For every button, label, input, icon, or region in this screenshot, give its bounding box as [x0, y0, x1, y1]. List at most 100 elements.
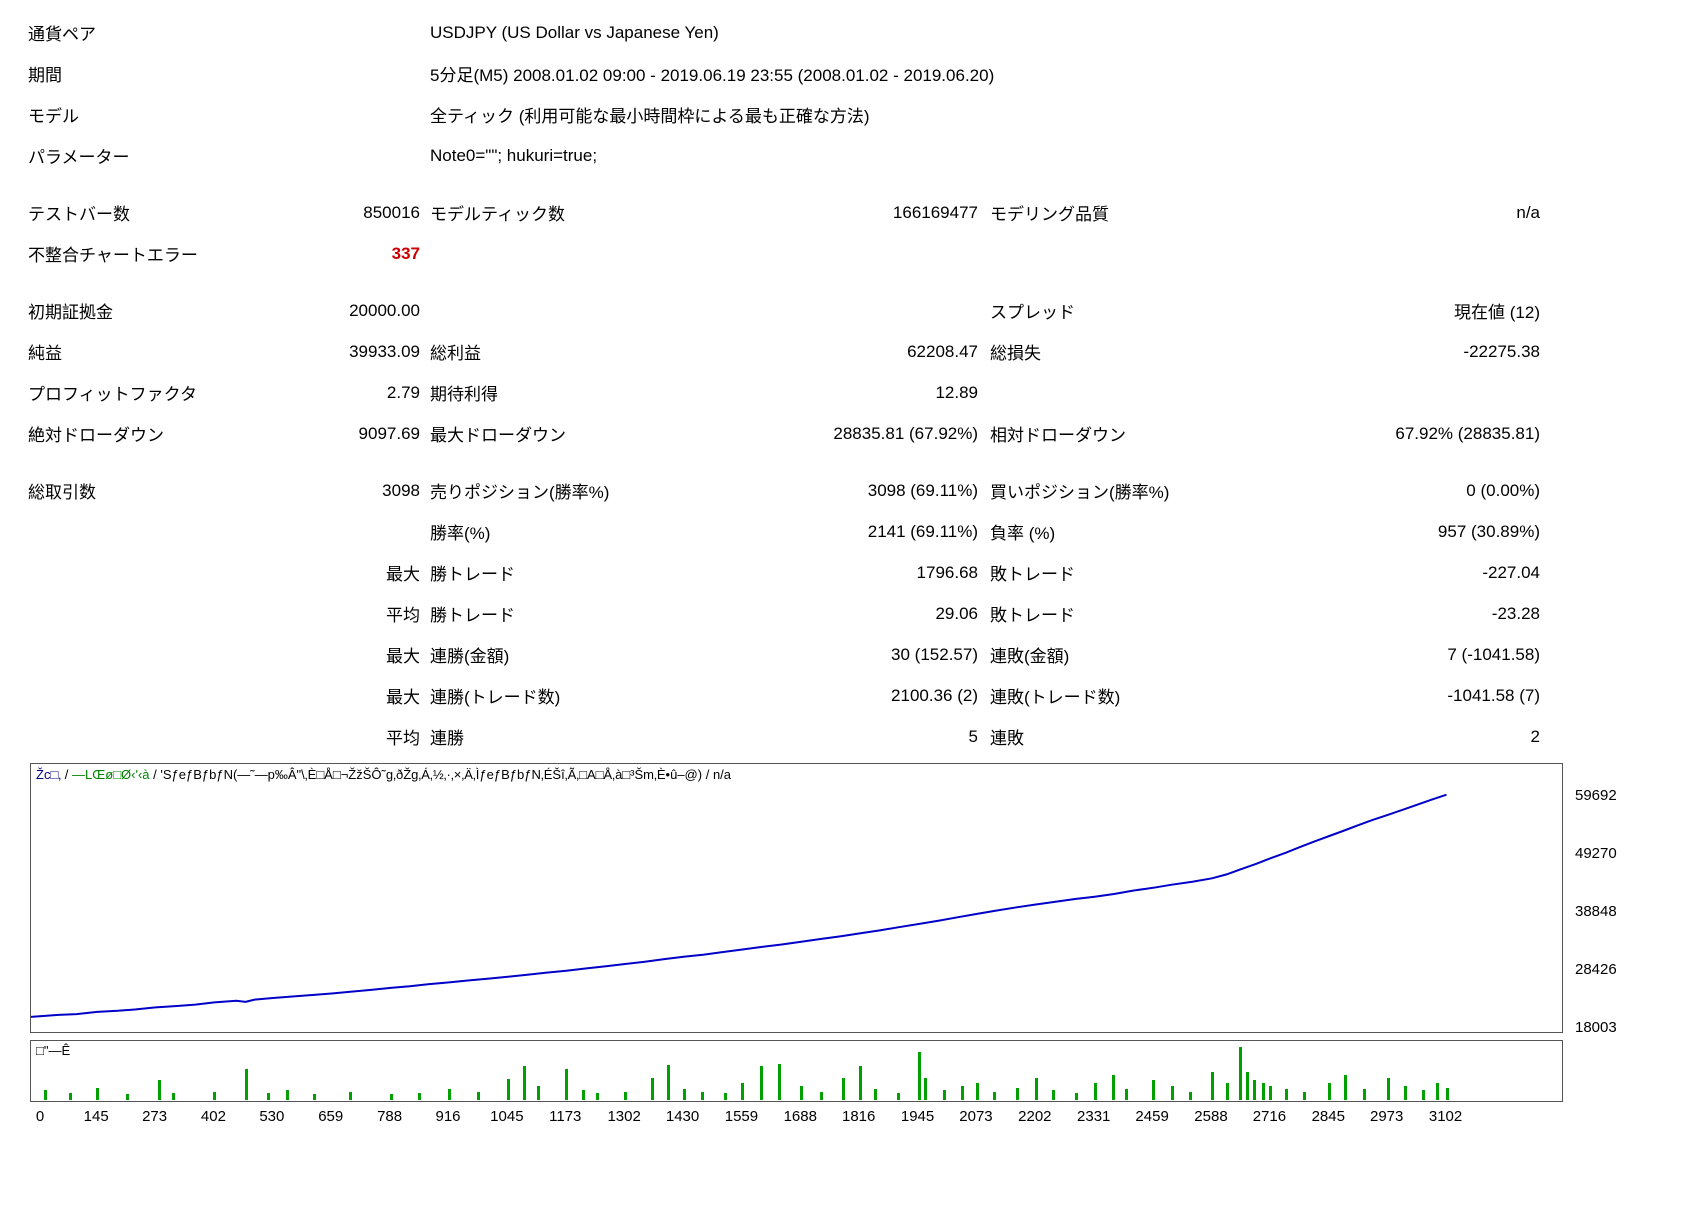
- stat-label: [28, 634, 320, 675]
- stat-value: 12.89: [935, 382, 978, 402]
- volume-bar: [1435, 1083, 1439, 1100]
- x-axis-label: 1045: [490, 1108, 524, 1125]
- chart-title-equity: —LŒø□Ø‹'‹à: [72, 767, 150, 782]
- stat-label: 連勝(金額): [430, 647, 510, 666]
- volume-bar: [1189, 1092, 1193, 1100]
- results-table: 初期証拠金 20000.00 スプレッド 現在値 (12) 純益 39933.09 総利益 6…: [28, 290, 1682, 454]
- stat-value: 全ティック (利用可能な最小時間枠による最も正確な方法): [430, 107, 870, 126]
- stat-label: [28, 552, 320, 593]
- stat-value: 850016: [363, 202, 420, 222]
- x-axis-label: 2459: [1135, 1108, 1169, 1125]
- stat-value: [1290, 372, 1540, 413]
- stat-label: 初期証拠金: [28, 303, 113, 322]
- volume-bar: [43, 1090, 47, 1100]
- volume-bar: [1225, 1083, 1229, 1100]
- volume-bar: [1362, 1089, 1366, 1100]
- stat-label: 絶対ドローダウン: [28, 426, 164, 445]
- volume-bar: [960, 1086, 964, 1100]
- stat-label: 総取引数: [28, 483, 96, 502]
- volume-bar: [741, 1083, 745, 1100]
- volume-bar: [68, 1093, 72, 1100]
- volume-bar: [874, 1089, 878, 1100]
- volume-bar: [723, 1093, 727, 1100]
- volume-bar: [624, 1092, 628, 1100]
- volume-bar: [858, 1066, 862, 1100]
- volume-bar: [96, 1088, 100, 1100]
- stat-value: 7 (-1041.58): [1447, 644, 1540, 664]
- x-axis-label: 1688: [783, 1108, 817, 1125]
- stat-value: 30 (152.57): [891, 644, 978, 664]
- stat-value: 5: [968, 726, 978, 746]
- testing-table: テストバー数 850016 モデルティック数 166169477 モデリング品質 n/a 不…: [28, 192, 1682, 274]
- x-axis-label: 530: [259, 1108, 285, 1125]
- stat-label: [28, 716, 320, 757]
- volume-bar: [285, 1090, 289, 1100]
- volume-bar: [942, 1090, 946, 1100]
- x-axis-label: 916: [435, 1108, 461, 1125]
- stat-label: 期間: [28, 66, 62, 85]
- volume-bar: [1211, 1072, 1214, 1100]
- stat-value: 3098 (69.11%): [867, 480, 978, 500]
- stat-label: モデル: [28, 107, 79, 126]
- stat-label: 不整合チャートエラー: [28, 246, 198, 265]
- volume-bar: [917, 1052, 921, 1100]
- stat-label: モデルティック数: [430, 205, 565, 224]
- volume-bar: [760, 1066, 764, 1100]
- x-axis-label: 2716: [1252, 1108, 1287, 1125]
- volume-bar: [700, 1092, 704, 1100]
- x-axis-label: 2202: [1018, 1108, 1052, 1125]
- stat-label: 純益: [28, 344, 62, 363]
- volume-label: □"—Ê: [36, 1043, 71, 1058]
- stat-value: 最大: [386, 688, 420, 707]
- stat-value: 5分足(M5) 2008.01.02 09:00 - 2019.06.19 23…: [430, 66, 995, 85]
- volume-bar: [171, 1093, 175, 1100]
- chart-title-quality: n/a: [712, 767, 732, 782]
- volume-bar: [1269, 1086, 1273, 1100]
- chart-title: Žc□‚ / —LŒø□Ø‹'‹à / 'SƒeƒBƒbƒN(—˜—p‰Â"\‚…: [36, 767, 731, 782]
- stat-label: 連敗(金額): [990, 647, 1070, 666]
- stat-value: 2.79: [386, 382, 420, 402]
- stat-value: 9097.69: [358, 423, 420, 443]
- stat-label: [28, 593, 320, 634]
- stat-value: 39933.09: [349, 341, 420, 361]
- chart-title-separator: /: [61, 767, 73, 782]
- stat-label: 最大ドローダウン: [430, 426, 566, 445]
- stat-label: 連勝: [430, 729, 464, 748]
- volume-bar: [1328, 1083, 1332, 1100]
- volume-bar: [800, 1086, 804, 1100]
- stat-value: [1290, 233, 1540, 274]
- stat-value: 28835.81 (67.92%): [833, 423, 978, 443]
- stat-label: [978, 372, 1290, 413]
- volume-bar: [1344, 1075, 1348, 1100]
- volume-bar: [650, 1078, 654, 1100]
- trades-table: 総取引数 3098 売りポジション(勝率%) 3098 (69.11%) 買いポジション…: [28, 470, 1682, 757]
- volume-bar: [213, 1092, 217, 1100]
- volume-bar: [157, 1080, 161, 1100]
- x-axis-label: 1430: [665, 1108, 700, 1125]
- x-axis-label: 1816: [842, 1108, 876, 1125]
- charts: Žc□‚ / —LŒø□Ø‹'‹à / 'SƒeƒBƒbƒN(—˜—p‰Â"\‚…: [30, 763, 1682, 1128]
- stat-label: 相対ドローダウン: [990, 426, 1126, 445]
- volume-bar: [1421, 1090, 1425, 1100]
- volume-bar: [842, 1078, 846, 1100]
- x-axis-label: 2331: [1077, 1108, 1111, 1125]
- y-axis-label: 38848: [1575, 902, 1617, 920]
- volume-bar: [666, 1065, 670, 1100]
- y-axis-label: 28426: [1575, 960, 1617, 978]
- x-axis-label: 1173: [549, 1108, 582, 1125]
- stat-label: [420, 290, 710, 331]
- volume-bar: [992, 1092, 996, 1100]
- stat-label: [420, 233, 710, 274]
- stat-value: 957 (30.89%): [1437, 521, 1540, 541]
- stat-label: 総損失: [990, 344, 1041, 363]
- volume-bar: [1093, 1083, 1097, 1100]
- volume-bar: [448, 1089, 451, 1100]
- x-axis-label: 2073: [959, 1108, 993, 1125]
- stat-value: USDJPY (US Dollar vs Japanese Yen): [430, 22, 719, 42]
- volume-bar: [897, 1093, 900, 1100]
- volume-bar: [312, 1094, 316, 1100]
- x-axis-label: 273: [142, 1108, 168, 1125]
- y-axis-labels: 59692 49270 38848 28426 18003: [1563, 763, 1678, 1036]
- x-axis-label: 1945: [900, 1108, 935, 1125]
- strategy-tester-report: 通貨ペア USDJPY (US Dollar vs Japanese Yen) 期間…: [28, 22, 1682, 1128]
